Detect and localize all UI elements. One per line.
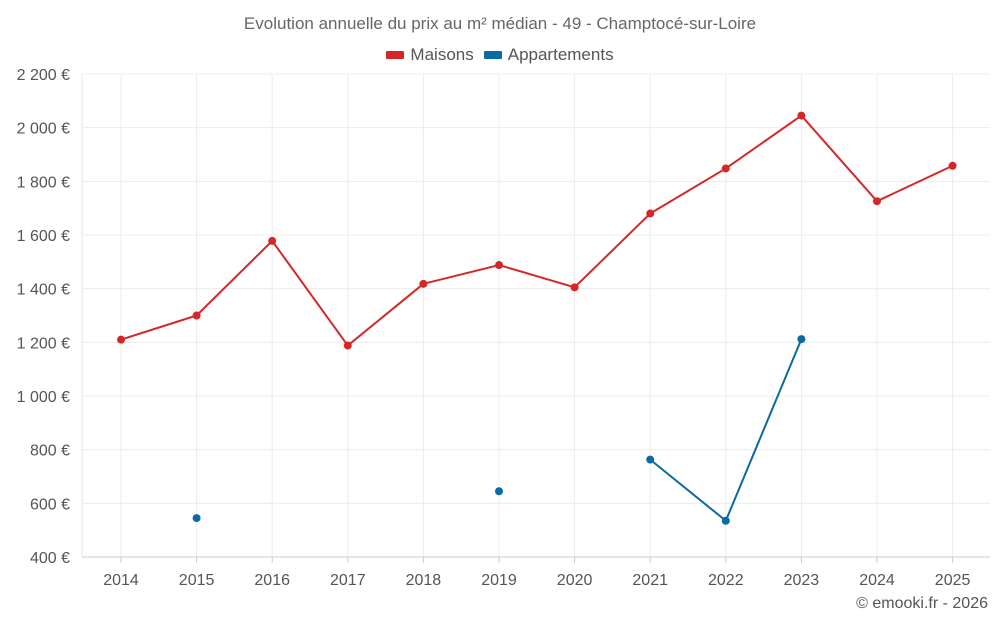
y-tick-label: 1 600 € (17, 228, 70, 245)
data-point-maisons[interactable] (495, 261, 503, 270)
data-point-maisons[interactable] (797, 111, 806, 120)
y-tick-label: 1 000 € (17, 389, 70, 406)
y-tick-label: 1 800 € (17, 174, 70, 191)
data-point-maisons[interactable] (646, 209, 655, 218)
legend-item-maisons[interactable]: Maisons (386, 45, 474, 65)
data-point-maisons[interactable] (117, 335, 125, 344)
y-tick-label: 400 € (30, 550, 70, 567)
y-tick-label: 1 400 € (17, 282, 70, 299)
data-point-appartements[interactable] (721, 516, 730, 525)
data-point-maisons[interactable] (570, 283, 579, 292)
legend-label-maisons: Maisons (410, 45, 474, 64)
x-tick-label: 2018 (406, 572, 442, 589)
y-tick-label: 2 000 € (17, 121, 70, 138)
legend: Maisons Appartements (0, 45, 1000, 65)
x-tick-label: 2024 (859, 572, 895, 589)
x-tick-label: 2025 (935, 572, 971, 589)
y-tick-label: 600 € (30, 496, 70, 513)
y-tick-label: 800 € (30, 443, 70, 460)
x-tick-label: 2023 (784, 572, 820, 589)
x-tick-label: 2020 (557, 572, 593, 589)
data-point-maisons[interactable] (268, 236, 277, 245)
data-point-appartements[interactable] (797, 335, 806, 344)
chart-title: Evolution annuelle du prix au m² médian … (243, 14, 757, 33)
data-point-maisons[interactable] (343, 341, 352, 350)
gridlines (81, 73, 990, 558)
data-point-maisons[interactable] (721, 164, 730, 173)
data-point-appartements[interactable] (646, 455, 655, 464)
data-point-maisons[interactable] (948, 161, 957, 170)
series-points (117, 111, 957, 525)
data-point-maisons[interactable] (419, 279, 428, 288)
legend-item-appartements[interactable]: Appartements (483, 45, 614, 65)
copyright: © emooki.fr - 2026 (856, 595, 988, 612)
legend-label-appartements: Appartements (507, 45, 614, 64)
x-tick-label: 2022 (708, 572, 744, 589)
legend-swatch-appartements (483, 51, 502, 59)
x-tick-label: 2016 (254, 572, 290, 589)
data-point-maisons[interactable] (873, 197, 881, 206)
x-tick-label: 2017 (330, 572, 366, 589)
data-point-appartements[interactable] (192, 514, 201, 523)
x-tick-label: 2015 (179, 572, 215, 589)
data-point-appartements[interactable] (495, 487, 503, 496)
y-tick-label: 1 200 € (17, 335, 70, 352)
x-axis: 2014 2015 2016 2017 2018 2019 2020 2021 2022 2023… (103, 557, 970, 589)
series-lines (120, 114, 954, 522)
x-tick-label: 2019 (481, 572, 517, 589)
series-line-maisons (120, 114, 954, 347)
data-point-maisons[interactable] (192, 311, 201, 320)
legend-swatch-maisons (386, 51, 405, 59)
x-tick-label: 2021 (632, 572, 668, 589)
x-tick-label: 2014 (103, 572, 139, 589)
y-tick-label: 2 200 € (17, 67, 70, 84)
y-axis: 400 € 600 € 800 € 1 000 € 1 200 € 1 400 € 1 60… (17, 67, 70, 567)
